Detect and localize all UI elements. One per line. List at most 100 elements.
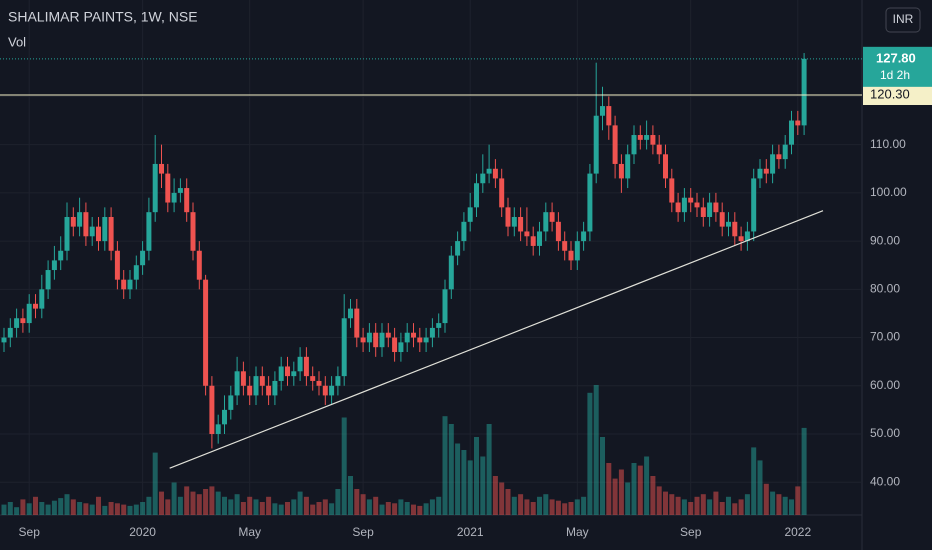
volume-bar: [499, 482, 505, 515]
overlays: [0, 58, 862, 469]
volume-bar: [33, 496, 38, 515]
candle-body: [26, 303, 32, 324]
volume-bar: [644, 456, 650, 515]
x-tick-label: Sep: [19, 525, 41, 539]
volume-bar: [89, 504, 95, 515]
candle-body: [726, 221, 731, 227]
volume-bar: [322, 499, 328, 515]
candle-body: [215, 424, 221, 434]
candle-body: [518, 216, 524, 232]
countdown-label: 1d 2h: [880, 68, 910, 82]
volume-bar: [379, 504, 385, 515]
volume-bar: [436, 496, 442, 515]
volume-bar: [751, 447, 757, 515]
volume-bar: [448, 424, 454, 515]
candle-body: [562, 241, 568, 251]
candle-body: [310, 376, 316, 381]
volume-bar: [341, 417, 347, 515]
candle-body: [417, 337, 423, 343]
volume-bar: [70, 499, 76, 515]
volume-bar: [675, 496, 681, 515]
candle-body: [196, 250, 202, 280]
volume-bar: [568, 502, 574, 515]
volume-bar: [625, 482, 631, 515]
volume-bar: [152, 452, 158, 515]
volume-bar: [303, 496, 309, 515]
y-tick-label: 50.00: [870, 426, 900, 440]
volume-bar: [96, 496, 101, 515]
candle-body: [114, 250, 120, 280]
volume-bar: [555, 500, 561, 515]
x-tick-label: 2020: [129, 525, 156, 539]
volume-bar: [83, 503, 89, 515]
candle-body: [89, 226, 95, 237]
candle-body: [303, 356, 309, 377]
volume-bar: [442, 416, 448, 515]
volume-bar: [77, 502, 83, 515]
volume-bar: [612, 478, 618, 515]
candle-body: [121, 279, 127, 290]
candle-body: [568, 250, 574, 261]
candle-body: [543, 212, 549, 232]
volume-pane: [1, 385, 807, 515]
volume-bar: [291, 499, 297, 515]
candle-body: [474, 183, 479, 208]
candle-body: [700, 207, 706, 217]
volume-bar: [587, 392, 593, 515]
candle-body: [486, 168, 492, 174]
candle-body: [322, 385, 328, 396]
candle-body: [467, 207, 473, 222]
volume-bar: [637, 465, 643, 515]
volume-bar: [776, 494, 782, 515]
volume-bar: [801, 427, 807, 515]
candle-body: [379, 332, 385, 348]
volume-bar: [511, 496, 517, 515]
volume-bar: [505, 489, 511, 515]
volume-bar: [51, 500, 57, 515]
candle-body: [455, 241, 461, 256]
candle-body: [499, 178, 505, 208]
candle-body: [83, 212, 89, 237]
volume-bar: [278, 504, 284, 515]
x-tick-label: May: [238, 525, 261, 539]
volume-bar: [789, 499, 794, 515]
volume-bar: [234, 494, 240, 515]
candle-body: [222, 409, 227, 425]
volume-bar: [763, 483, 769, 515]
candle-body: [234, 371, 240, 396]
volume-bar: [700, 494, 706, 515]
volume-bar: [373, 496, 379, 515]
level-label: 120.30: [870, 86, 910, 101]
candle-body: [694, 202, 700, 208]
candle-body: [537, 231, 542, 246]
candle-body: [789, 120, 794, 145]
candle-body: [770, 154, 776, 174]
candle-body: [606, 106, 612, 126]
x-tick-label: 2021: [457, 525, 484, 539]
volume-bar: [7, 502, 13, 515]
volume-bar: [467, 460, 473, 515]
volume-bar: [707, 499, 713, 515]
y-tick-label: 70.00: [870, 330, 900, 344]
candle-body: [354, 308, 360, 338]
candle-body: [14, 318, 20, 328]
currency-label[interactable]: INR: [893, 12, 914, 26]
volume-bar: [171, 482, 177, 515]
last-price-label: 127.80: [876, 50, 916, 65]
candle-body: [669, 178, 675, 203]
candle-body: [429, 327, 435, 338]
candle-body: [360, 337, 366, 343]
last-price-box: [863, 46, 932, 87]
currency-button[interactable]: [885, 7, 921, 33]
candle-body: [618, 163, 624, 179]
x-tick-label: Sep: [352, 525, 374, 539]
candle-body: [392, 337, 398, 353]
volume-bar: [215, 491, 221, 515]
volume-bar: [184, 486, 190, 515]
candle-body: [656, 144, 662, 155]
volume-bar: [480, 456, 486, 515]
volume-bar: [146, 496, 152, 515]
volume-bar: [726, 496, 731, 515]
candle-body: [190, 212, 196, 251]
